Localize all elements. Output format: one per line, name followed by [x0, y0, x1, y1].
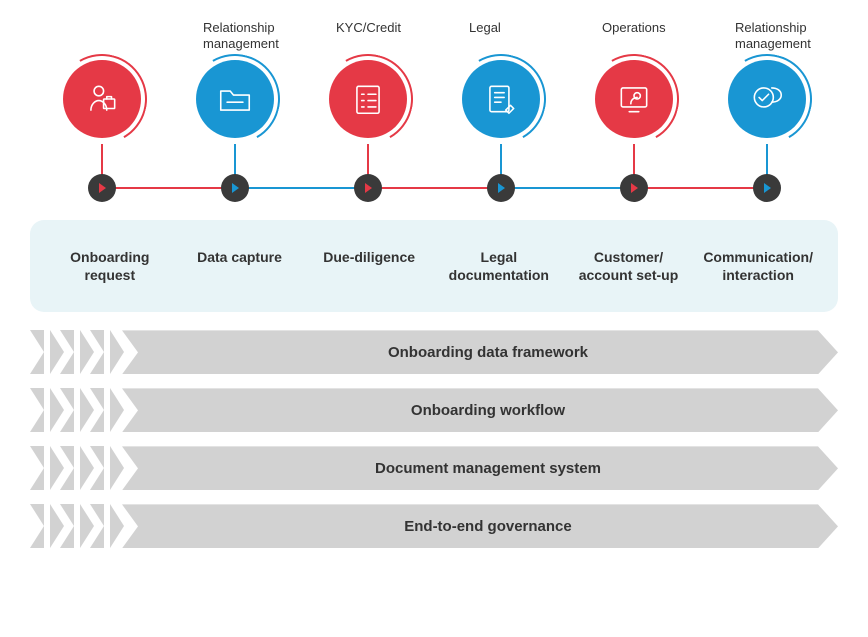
stage-circle-icon	[63, 60, 141, 138]
stage-circle-icon	[196, 60, 274, 138]
top-label: Relationship management	[173, 20, 296, 54]
chevron-icon	[30, 446, 54, 490]
top-label: Operations	[572, 20, 695, 54]
chevron-icon	[90, 330, 114, 374]
chevron-right-icon	[365, 183, 372, 193]
chevron-icon	[30, 504, 54, 548]
process-step	[306, 60, 429, 210]
layer-chevrons	[30, 330, 114, 374]
foundation-layer: End-to-end governance	[30, 504, 838, 548]
top-label: Relationship management	[705, 20, 828, 54]
chevron-icon	[30, 388, 54, 432]
stage-circle-icon	[595, 60, 673, 138]
foundation-layer: Onboarding data framework	[30, 330, 838, 374]
top-category-row: Relationship management KYC/Credit Legal…	[30, 20, 838, 54]
foundation-layer: Document management system	[30, 446, 838, 490]
chevron-icon	[90, 388, 114, 432]
process-step	[173, 60, 296, 210]
process-step	[705, 60, 828, 210]
process-step	[40, 60, 163, 210]
layer-arrow: Onboarding workflow	[122, 388, 838, 432]
stage-label-band: Onboarding request Data capture Due-dili…	[30, 220, 838, 312]
layer-chevrons	[30, 388, 114, 432]
chevron-right-icon	[99, 183, 106, 193]
chevron-icon	[60, 446, 84, 490]
chevron-icon	[60, 388, 84, 432]
flow-node	[221, 174, 249, 202]
stage-circle-icon	[728, 60, 806, 138]
chevron-icon	[60, 330, 84, 374]
process-circle-row	[30, 60, 838, 210]
chevron-icon	[30, 330, 54, 374]
flow-node	[487, 174, 515, 202]
foundation-layers: Onboarding data framework Onboarding work…	[30, 330, 838, 548]
stage-label: Legal documentation	[439, 248, 559, 284]
stage-label: Onboarding request	[50, 248, 170, 284]
layer-arrow: Onboarding data framework	[122, 330, 838, 374]
layer-arrow: Document management system	[122, 446, 838, 490]
stage-label: Due-diligence	[309, 248, 429, 284]
process-step	[439, 60, 562, 210]
chevron-icon	[90, 446, 114, 490]
flow-node	[620, 174, 648, 202]
flow-node	[88, 174, 116, 202]
layer-chevrons	[30, 504, 114, 548]
flow-node	[753, 174, 781, 202]
chevron-icon	[90, 504, 114, 548]
top-label: KYC/Credit	[306, 20, 429, 54]
stage-label: Customer/ account set-up	[569, 248, 689, 284]
layer-arrow: End-to-end governance	[122, 504, 838, 548]
stage-circle-icon	[462, 60, 540, 138]
chevron-right-icon	[764, 183, 771, 193]
stage-label: Data capture	[180, 248, 300, 284]
process-step	[572, 60, 695, 210]
layer-chevrons	[30, 446, 114, 490]
foundation-layer: Onboarding workflow	[30, 388, 838, 432]
chevron-right-icon	[498, 183, 505, 193]
stage-label: Communication/ interaction	[698, 248, 818, 284]
stage-circle-icon	[329, 60, 407, 138]
chevron-icon	[60, 504, 84, 548]
chevron-right-icon	[631, 183, 638, 193]
chevron-right-icon	[232, 183, 239, 193]
top-label: Legal	[439, 20, 562, 54]
flow-node	[354, 174, 382, 202]
